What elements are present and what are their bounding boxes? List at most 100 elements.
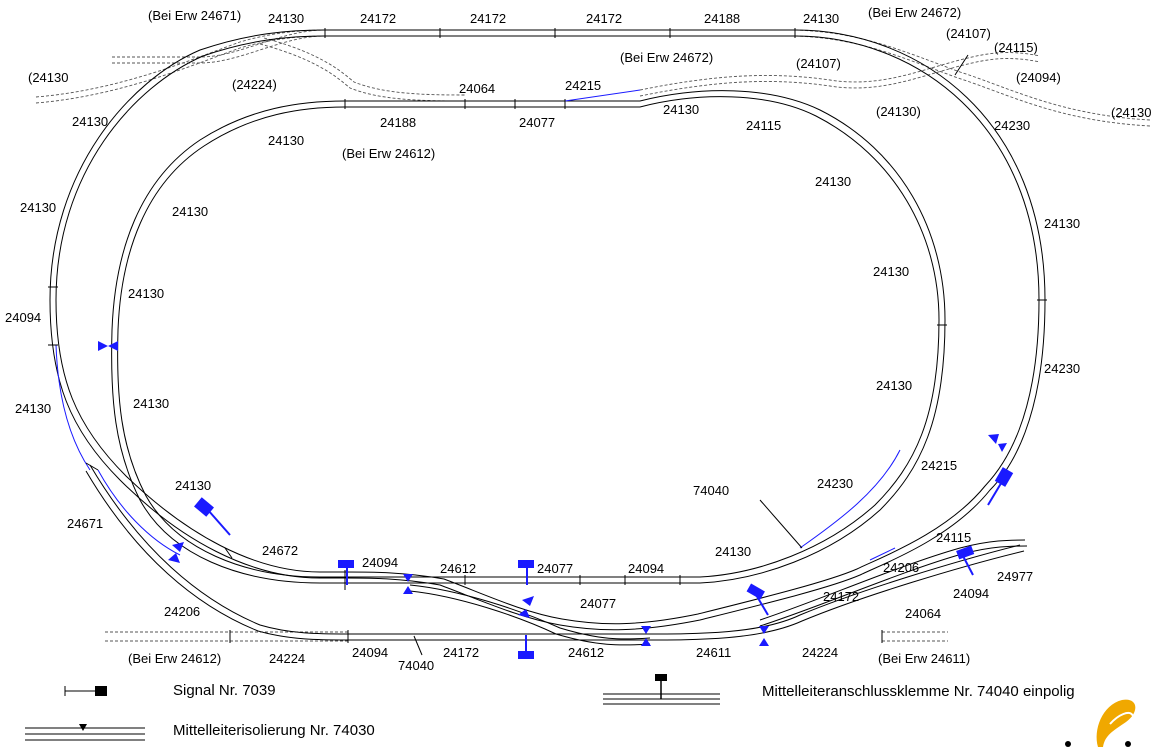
isolation-marker-icon <box>988 434 1007 452</box>
track-label: 24672 <box>262 543 298 558</box>
inner-loop-track <box>117 96 940 578</box>
isolated-section <box>799 449 901 549</box>
isolation-marker-icon <box>168 542 184 563</box>
track-label: 24094 <box>953 586 989 601</box>
track-label: 24215 <box>921 458 957 473</box>
outer-loop-track <box>49 29 1046 631</box>
track-label: 24130 <box>715 544 751 559</box>
track-label: 24230 <box>1044 361 1080 376</box>
track-label: 74040 <box>398 658 434 673</box>
track-label: 24224 <box>269 651 305 666</box>
extension-track <box>35 29 326 98</box>
signal-icon <box>956 545 975 576</box>
track-label: 24130 <box>268 11 304 26</box>
track-label: (24130) <box>876 104 921 119</box>
crossing-track <box>89 464 1021 635</box>
track-label: 24130 <box>133 396 169 411</box>
track-label: 24077 <box>519 115 555 130</box>
main-tracks <box>49 29 1046 646</box>
isolation-marker-icon <box>518 596 534 618</box>
isolated-section <box>564 89 641 102</box>
track-label: 24611 <box>696 645 731 660</box>
track-label: (24224) <box>232 77 277 92</box>
track-label: 24077 <box>580 596 616 611</box>
branch-track <box>759 545 1028 627</box>
track-label: (24130 <box>1111 105 1151 120</box>
track-label: 24215 <box>565 78 601 93</box>
track-label: 24230 <box>994 118 1030 133</box>
branch-track <box>759 539 1026 621</box>
track-label: (Bei Erw 24612) <box>342 146 435 161</box>
track-dividers <box>48 28 1047 643</box>
track-label: (24130 <box>28 70 68 85</box>
clamp-leader-line <box>413 635 423 656</box>
signal-icon <box>987 467 1014 506</box>
isolated-section <box>97 469 181 556</box>
track-label: (24115) <box>994 40 1038 55</box>
s-curve-track <box>409 584 651 640</box>
signal-icon <box>518 635 534 659</box>
isolated-section <box>869 547 896 561</box>
s-curve-track <box>409 590 651 646</box>
isolated-section <box>55 344 91 471</box>
track-label: (Bei Erw 24671) <box>148 8 241 23</box>
track-label: 24130 <box>803 11 839 26</box>
legend-signal-symbol <box>64 686 107 696</box>
crossing-track <box>85 470 1025 641</box>
extension-track <box>263 37 466 96</box>
track-label: 24977 <box>997 569 1033 584</box>
track-label: 24172 <box>470 11 506 26</box>
track-label: 24230 <box>817 476 853 491</box>
track-label: 24130 <box>15 401 51 416</box>
inner-loop-track <box>111 90 946 584</box>
signal-icon <box>518 560 534 585</box>
isolation-marker-icon <box>641 626 651 646</box>
outer-loop-track <box>55 35 1040 625</box>
extension-track <box>639 58 1041 97</box>
track-label: 24094 <box>352 645 388 660</box>
track-label: 24172 <box>443 645 479 660</box>
track-label: 24130 <box>20 200 56 215</box>
track-label: 24094 <box>628 561 664 576</box>
clamp-leader-line <box>759 499 803 549</box>
divider <box>224 547 233 559</box>
isolated-sections <box>55 89 901 561</box>
track-label: 24130 <box>268 133 304 148</box>
track-label: 24172 <box>586 11 622 26</box>
track-label: (Bei Erw 24672) <box>868 5 961 20</box>
legend-isolation-label: Mittelleiterisolierung Nr. 74030 <box>173 722 375 739</box>
track-label: 24094 <box>362 555 398 570</box>
extension-track <box>35 35 326 104</box>
track-label: 24064 <box>459 81 495 96</box>
signal-icon <box>746 583 769 616</box>
legend-isolation-symbol <box>25 724 145 741</box>
extension-leader-line <box>954 54 969 76</box>
track-label: 24130 <box>72 114 108 129</box>
track-label: 24130 <box>128 286 164 301</box>
legend-clamp-symbol <box>603 674 720 705</box>
brand-logo <box>1065 699 1136 747</box>
track-labels: (Bei Erw 24671) (Bei Erw 24672) (Bei Erw… <box>5 5 1151 673</box>
divider <box>85 462 99 471</box>
isolation-marker-icon <box>98 341 118 351</box>
track-label: 24206 <box>883 560 919 575</box>
track-label: 24130 <box>663 102 699 117</box>
track-label: (24107) <box>796 56 841 71</box>
track-label: 24077 <box>537 561 573 576</box>
track-label: (Bei Erw 24611) <box>878 651 970 666</box>
extension-track <box>794 29 1151 121</box>
isolation-marker-icon <box>759 626 769 646</box>
track-label: 24130 <box>172 204 208 219</box>
isolation-marker-icon <box>403 574 413 594</box>
extension-track <box>112 35 326 64</box>
signals <box>194 467 1014 659</box>
track-label: 24064 <box>905 606 941 621</box>
track-label: 24188 <box>704 11 740 26</box>
track-label: 24612 <box>440 561 476 576</box>
track-label: 24172 <box>360 11 396 26</box>
track-label: 24115 <box>746 118 781 133</box>
track-label: (Bei Erw 24672) <box>620 50 713 65</box>
track-label: 24671 <box>67 516 103 531</box>
track-label: 24130 <box>815 174 851 189</box>
